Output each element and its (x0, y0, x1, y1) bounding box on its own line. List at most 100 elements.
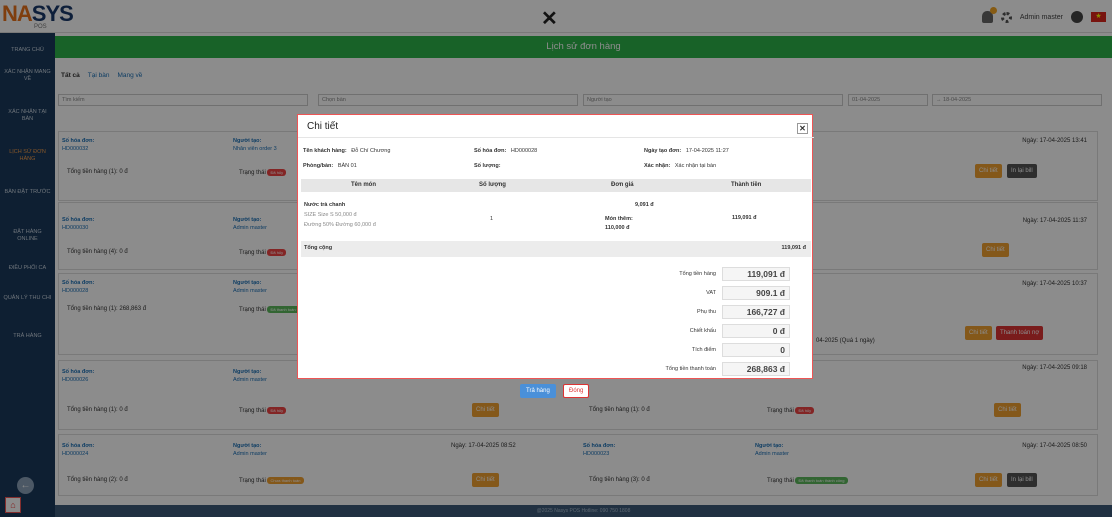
invoice-label: Số hóa đơn: (62, 217, 95, 223)
creator-select[interactable]: Người tạo (583, 94, 843, 106)
table-header: Tên món Số lượng Đơn giá Thành tiền (301, 179, 811, 192)
order-date: Ngày: 17-04-2025 13:41 (1022, 138, 1087, 144)
debt-note: 04-2025 (Quá 1 ngày) (816, 338, 875, 344)
created-info: Ngày tạo đơn: 17-04-2025 11:27 (644, 148, 729, 154)
detail-button[interactable]: Chi tiết (982, 243, 1009, 257)
order-total: Tổng tiền hàng (2): 0 đ (67, 477, 128, 483)
confirm-info: Xác nhận: Xác nhận tại bàn (644, 163, 717, 169)
invoice-label: Số hóa đơn: (62, 138, 95, 144)
creator-label: Người tạo: (755, 443, 784, 449)
close-button[interactable]: Đóng (563, 384, 590, 398)
order-date: Ngày: 17-04-2025 11:37 (1022, 218, 1087, 224)
collapse-icon[interactable]: ← (17, 477, 34, 494)
logo-sub: POS (34, 24, 47, 30)
app-icon[interactable]: ⌂ (5, 497, 21, 513)
order-total: Tổng tiền hàng (3): 0 đ (589, 477, 650, 483)
creator-value: Admin master (233, 288, 267, 294)
item-option: Đường 50% Đường 60,000 đ (304, 222, 376, 228)
invoice-info: Số hóa đơn: HD000028 (474, 148, 538, 154)
order-date: Ngày: 17-04-2025 08:50 (1022, 443, 1087, 449)
user-name[interactable]: Admin master (1019, 13, 1063, 21)
item-qty: 1 (490, 216, 494, 222)
col-name: Tên món (351, 182, 376, 188)
tab-all[interactable]: Tất cả (61, 72, 80, 79)
creator-label: Người tạo: (233, 443, 262, 449)
order-total: Tổng tiền hàng (4): 0 đ (67, 249, 128, 255)
creator-label: Người tạo: (233, 369, 262, 375)
room-info: Phòng/bàn: BÀN 01 (303, 163, 357, 169)
order-total: Tổng tiền hàng (1): 0 đ (589, 407, 650, 413)
status: Trạng thái Đã hủy (239, 407, 287, 414)
item-total: 119,091 đ (732, 215, 757, 221)
col-price: Đơn giá (611, 182, 634, 188)
bell-icon[interactable] (981, 7, 997, 23)
return-button[interactable]: Trả hàng (520, 384, 556, 398)
sidebar: TRANG CHỦ XÁC NHẬN MANG VỀ XÁC NHẬN TẠI … (0, 33, 55, 517)
creator-value: Admin master (233, 451, 267, 457)
sidebar-item-home[interactable]: TRANG CHỦ (11, 47, 44, 53)
invoice-label: Số hóa đơn: (583, 443, 616, 449)
order-total: Tổng tiền hàng (1): 0 đ (67, 169, 128, 175)
item-option: SIZE Size S 50,000 đ (304, 212, 357, 218)
gear-icon[interactable] (1000, 11, 1012, 23)
pay-debt-button[interactable]: Thanh toán nợ (996, 326, 1044, 340)
invoice-label: Số hóa đơn: (62, 369, 95, 375)
creator-value: Admin master (233, 377, 267, 383)
col-total: Thành tiền (731, 182, 762, 188)
date-to-input[interactable]: → 18-04-2025 (932, 94, 1102, 106)
status: Trạng thái Chưa thanh toán (239, 477, 304, 484)
sidebar-item-online[interactable]: ĐẶT HÀNG ONLINE (13, 229, 42, 242)
top-bar: NASYS POS ✕ Admin master ★ (0, 0, 1112, 33)
extra-label: Món thêm: (605, 216, 633, 222)
sidebar-item-takeaway[interactable]: XÁC NHẬN MANG VỀ (4, 69, 51, 82)
logo: NASYS POS (2, 1, 74, 31)
item-name: Nước trà chanh (304, 202, 346, 208)
flag-icon[interactable]: ★ (1091, 12, 1106, 22)
extra-value: 110,000 đ (605, 225, 630, 231)
table-select[interactable]: Chọn bàn (318, 94, 578, 106)
order-card: Số hóa đơn: HD000024 Người tạo: Admin ma… (58, 434, 1098, 496)
creator-label: Người tạo: (233, 217, 262, 223)
footer: @2025 Nasys POS Hotline: 090 750 1808 (55, 505, 1112, 517)
invoice-value: HD000026 (62, 377, 89, 383)
date-from-input[interactable]: 01-04-2025 (848, 94, 928, 106)
sidebar-item-return[interactable]: TRẢ HÀNG (13, 333, 42, 339)
invoice-value: HD000030 (62, 225, 89, 231)
print-button[interactable]: In lại bill (1007, 473, 1037, 487)
close-icon[interactable]: ✕ (797, 123, 808, 134)
close-icon[interactable]: ✕ (541, 8, 558, 30)
page-title: Lịch sử đơn hàng (55, 36, 1112, 58)
sidebar-item-history[interactable]: LỊCH SỬ ĐƠN HÀNG (9, 149, 46, 162)
creator-label: Người tạo: (233, 138, 262, 144)
sidebar-item-finance[interactable]: QUẢN LÝ THU CHI (3, 295, 52, 301)
status: Trạng thái Đã hủy (767, 407, 815, 414)
creator-label: Người tạo: (233, 280, 262, 286)
search-input[interactable]: Tìm kiếm (58, 94, 308, 106)
sidebar-item-table[interactable]: XÁC NHẬN TẠI BÀN (8, 109, 47, 122)
tab-takeaway[interactable]: Mang về (117, 72, 143, 79)
status: Trạng thái Đã thanh toán thành công (239, 306, 320, 313)
qty-info: Số lượng: (474, 163, 501, 169)
item-price: 9,091 đ (635, 202, 654, 208)
sidebar-item-shift[interactable]: ĐIỀU PHỐI CA (8, 265, 47, 271)
customer-info: Tên khách hàng: Đỗ Chí Chương (303, 148, 391, 154)
modal-title: Chi tiết (307, 121, 339, 132)
col-qty: Số lượng (479, 182, 506, 188)
filters: Tìm kiếm Chọn bàn Người tạo 01-04-2025 →… (58, 94, 1108, 106)
user-icon[interactable] (1071, 11, 1083, 23)
sidebar-item-reserved[interactable]: BÀN ĐẶT TRƯỚC (4, 189, 51, 195)
detail-button[interactable]: Chi tiết (975, 164, 1002, 178)
detail-button[interactable]: Chi tiết (472, 403, 499, 417)
divider (298, 137, 814, 138)
grand-total-row: Tổng cộng 119,091 đ (301, 241, 811, 257)
detail-button[interactable]: Chi tiết (994, 403, 1021, 417)
order-date: Ngày: 17-04-2025 10:37 (1022, 281, 1087, 287)
tab-table[interactable]: Tại bàn (87, 72, 110, 79)
detail-button[interactable]: Chi tiết (975, 473, 1002, 487)
invoice-value: HD000028 (62, 288, 89, 294)
detail-button[interactable]: Chi tiết (472, 473, 499, 487)
print-button[interactable]: In lại bill (1007, 164, 1037, 178)
creator-value: Admin master (233, 225, 267, 231)
status: Trạng thái Đã hủy (239, 249, 287, 256)
detail-button[interactable]: Chi tiết (965, 326, 992, 340)
